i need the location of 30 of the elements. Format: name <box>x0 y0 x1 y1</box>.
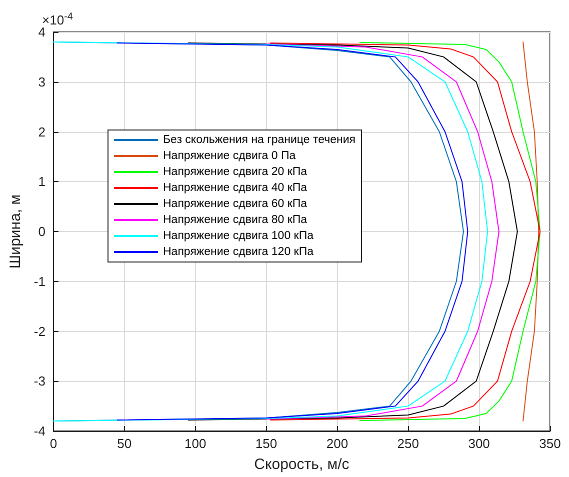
y-tick-label: 0 <box>38 224 46 239</box>
y-tick-label: 3 <box>38 74 46 90</box>
line-series <box>116 42 468 421</box>
x-tick-label: 350 <box>539 436 561 451</box>
line-series <box>359 42 541 422</box>
legend-label: Напряжение сдвига 60 кПа <box>163 198 308 210</box>
y-tick-label: -2 <box>34 324 46 339</box>
y-tick-label: -4 <box>34 424 46 438</box>
x-tick-label: 0 <box>50 436 58 451</box>
x-tick-label: 150 <box>255 436 278 451</box>
y-tick-label: 2 <box>38 124 46 140</box>
x-tick-label: 50 <box>117 436 132 451</box>
x-tick-label: 100 <box>184 436 206 451</box>
x-tick-label: 200 <box>326 436 348 451</box>
x-tick-label: 300 <box>468 436 490 451</box>
legend-label: Напряжение сдвига 100 кПа <box>163 230 314 242</box>
legend-label: Напряжение сдвига 40 кПа <box>163 182 308 194</box>
y-tick-label: 1 <box>38 174 46 190</box>
legend-label: Напряжение сдвига 0 Па <box>163 150 296 162</box>
legend-label: Напряжение сдвига 120 кПа <box>163 246 314 258</box>
y-axis-title: Ширина, м <box>7 194 24 269</box>
legend-label: Напряжение сдвига 20 кПа <box>163 166 308 178</box>
y-tick-label: -1 <box>34 274 46 289</box>
x-tick-label: 250 <box>397 436 419 451</box>
y-tick-label: 4 <box>38 24 46 40</box>
legend-label: Напряжение сдвига 80 кПа <box>163 214 308 226</box>
y-tick-label: -3 <box>34 374 46 389</box>
line-series <box>522 41 540 422</box>
x-axis-title: Скорость, м/с <box>254 456 350 473</box>
legend-label: Без скольжения на границе течения <box>163 134 356 146</box>
